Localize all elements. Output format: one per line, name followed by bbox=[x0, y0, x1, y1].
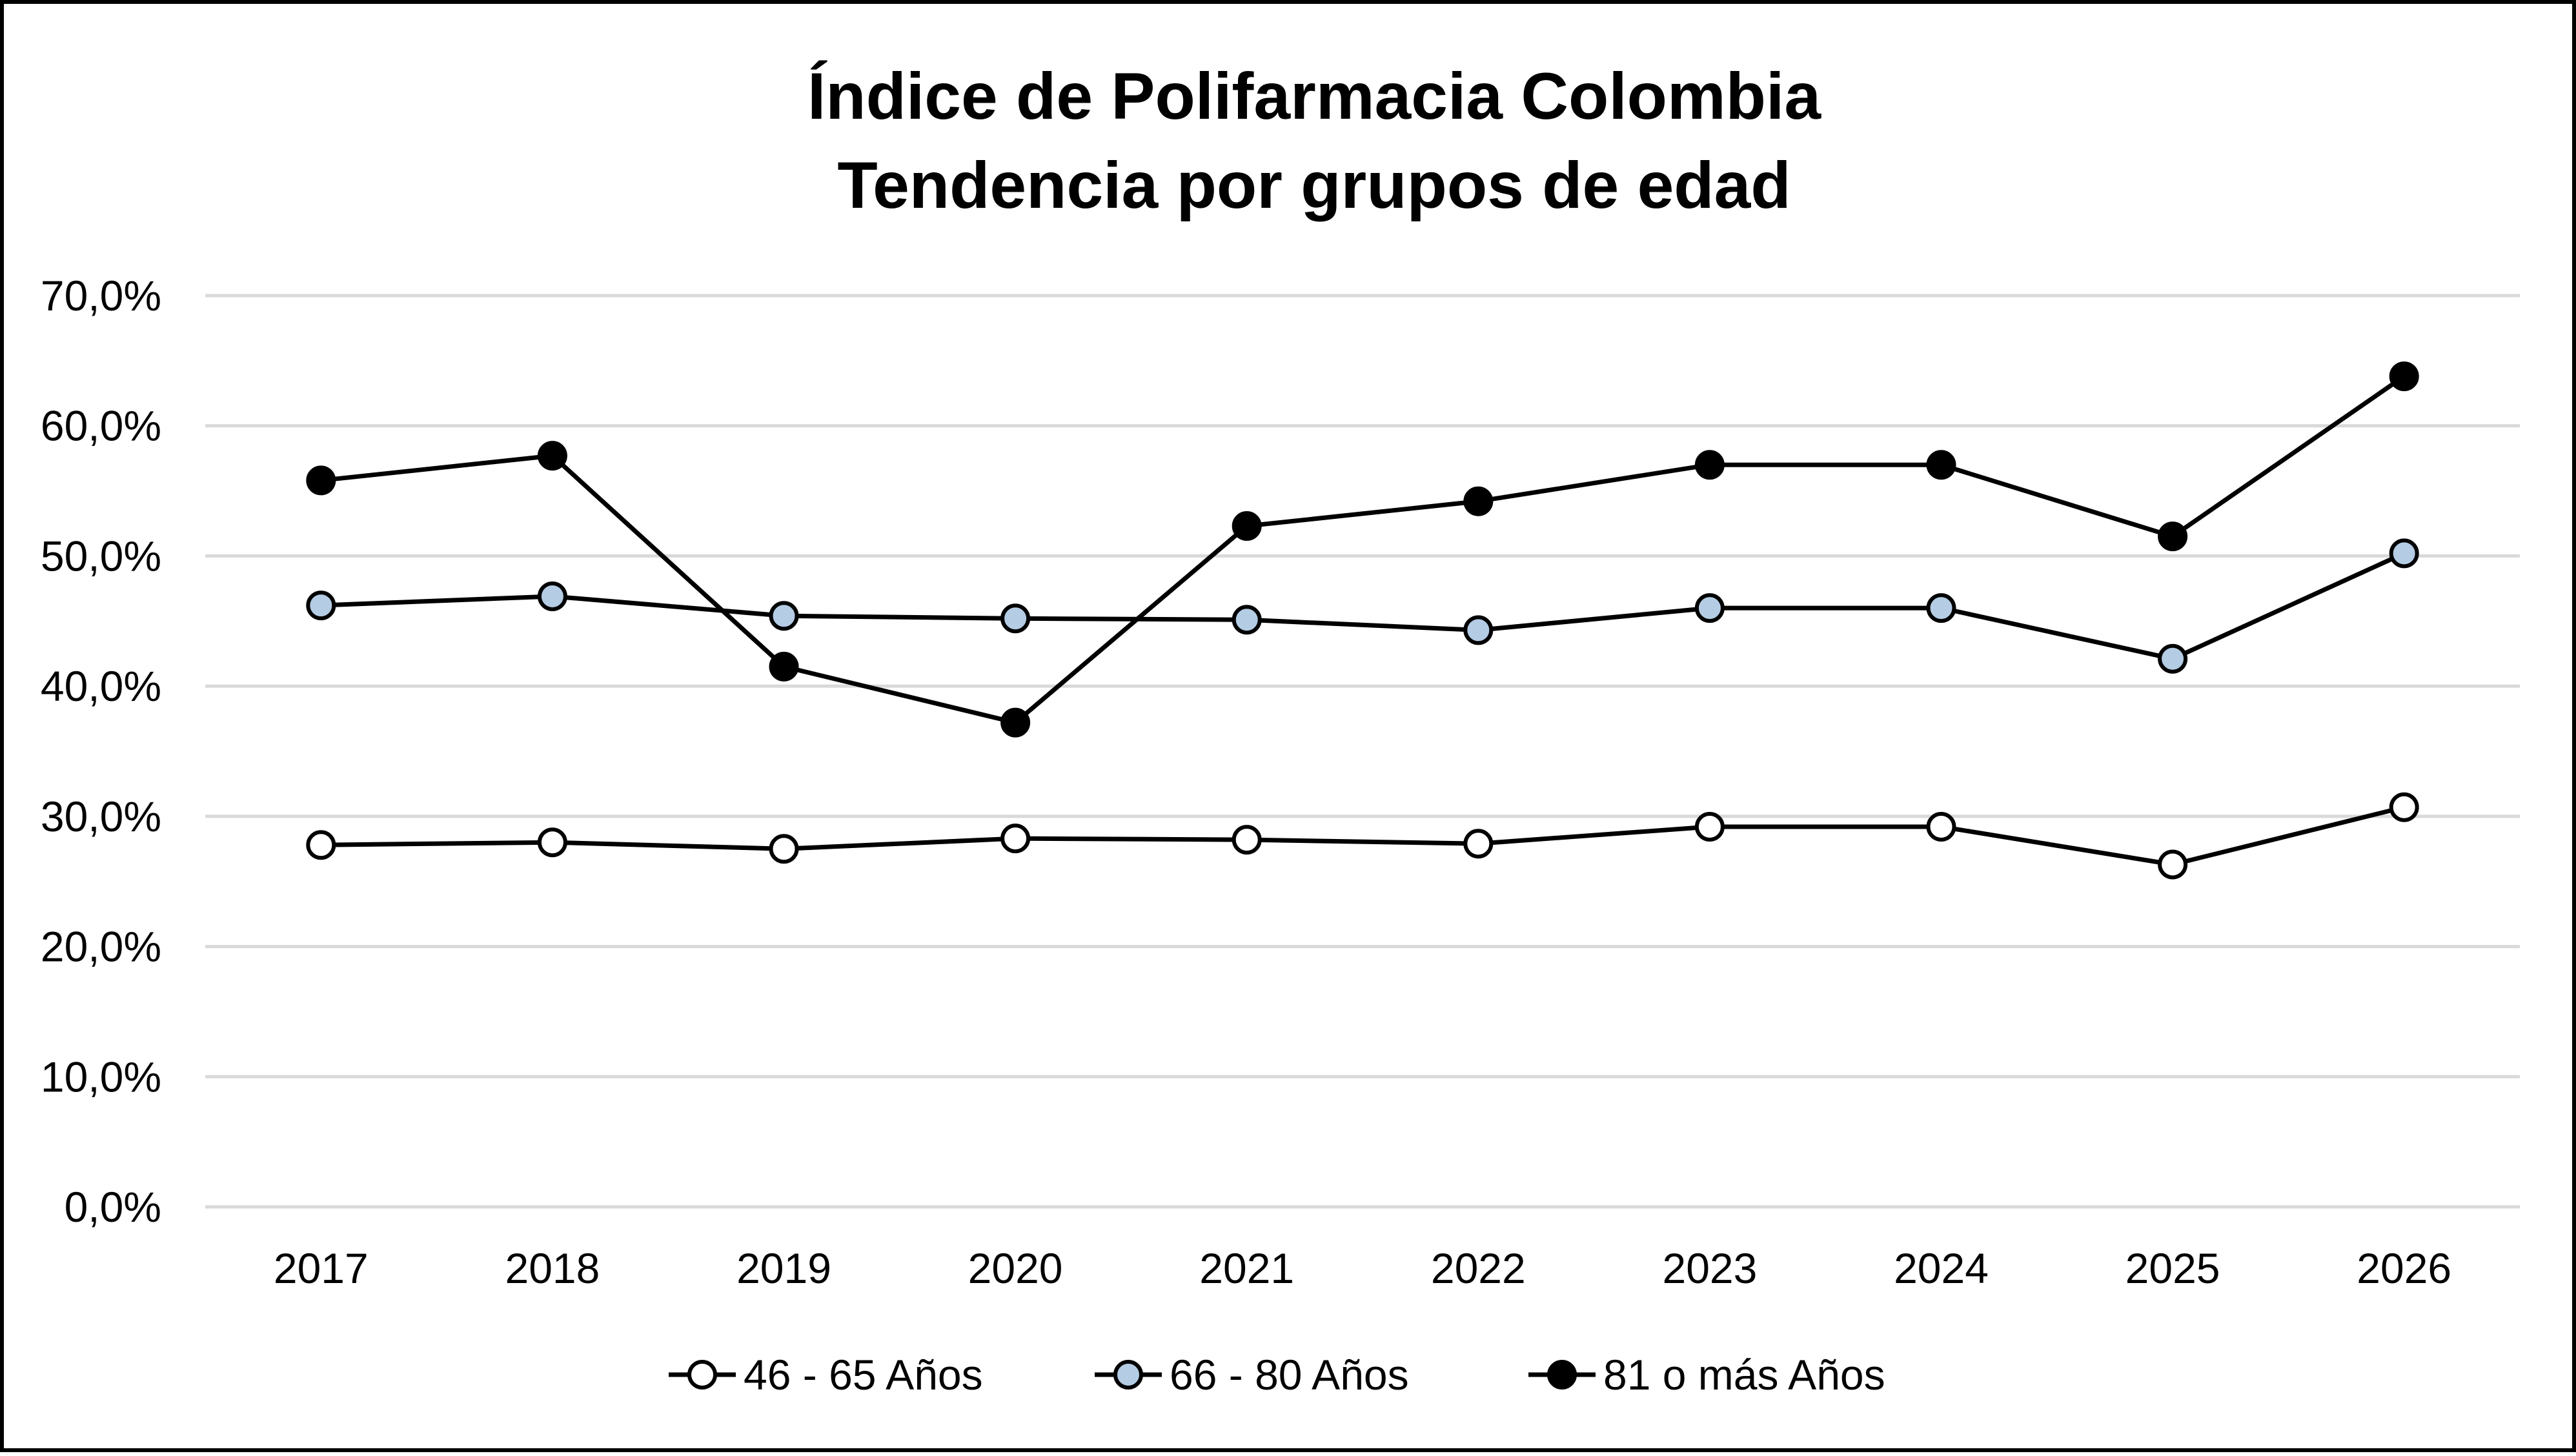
y-tick-label: 60,0% bbox=[41, 402, 161, 450]
y-tick-label: 70,0% bbox=[41, 272, 161, 319]
series-2 bbox=[306, 538, 2419, 674]
series-1 bbox=[306, 792, 2419, 880]
data-point bbox=[1232, 825, 1262, 855]
series-line bbox=[321, 805, 2405, 867]
x-tick-label: 2019 bbox=[736, 1244, 831, 1292]
legend-item: 66 - 80 Años bbox=[1095, 1351, 1409, 1399]
data-point bbox=[1694, 450, 1725, 480]
line-chart: Índice de Polifarmacia Colombia Tendenci… bbox=[41, 59, 2520, 1399]
y-tick-label: 50,0% bbox=[41, 532, 161, 580]
data-point bbox=[2158, 643, 2188, 674]
x-tick-label: 2017 bbox=[274, 1244, 369, 1292]
data-point bbox=[2158, 521, 2188, 552]
data-point bbox=[1694, 811, 1725, 842]
series-line bbox=[320, 374, 2406, 725]
data-point bbox=[537, 441, 567, 471]
x-tick-label: 2025 bbox=[2125, 1244, 2220, 1292]
data-point bbox=[1000, 603, 1031, 634]
data-point bbox=[1000, 707, 1031, 738]
data-point bbox=[306, 830, 336, 860]
x-tick-label: 2024 bbox=[1894, 1244, 1989, 1292]
data-point bbox=[2158, 849, 2188, 880]
x-tick-label: 2018 bbox=[505, 1244, 600, 1292]
y-tick-label: 40,0% bbox=[41, 662, 161, 710]
data-point bbox=[2389, 792, 2419, 822]
x-tick-label: 2022 bbox=[1431, 1244, 1526, 1292]
legend-item: 81 o más Años bbox=[1528, 1351, 1885, 1399]
data-point bbox=[537, 827, 567, 858]
data-point bbox=[306, 465, 336, 496]
legend-marker bbox=[1547, 1360, 1577, 1390]
data-point bbox=[306, 591, 336, 621]
legend-label: 46 - 65 Años bbox=[744, 1351, 983, 1399]
data-series bbox=[306, 361, 2419, 880]
legend-item: 46 - 65 Años bbox=[669, 1351, 983, 1399]
x-tick-label: 2020 bbox=[968, 1244, 1063, 1292]
series-line bbox=[321, 551, 2406, 662]
data-point bbox=[2389, 538, 2419, 569]
y-tick-label: 10,0% bbox=[41, 1053, 161, 1100]
data-point bbox=[537, 581, 567, 611]
data-point bbox=[1232, 605, 1262, 635]
x-tick-label: 2021 bbox=[1199, 1244, 1294, 1292]
data-point bbox=[769, 651, 799, 682]
series-3 bbox=[306, 361, 2419, 738]
y-axis-tick-labels: 0,0% 10,0% 20,0% 30,0% 40,0% 50,0% 60,0% 70,0% bbox=[41, 272, 161, 1231]
data-point bbox=[1926, 450, 1956, 480]
legend-label: 81 o más Años bbox=[1603, 1351, 1885, 1399]
data-point bbox=[1000, 824, 1031, 854]
y-tick-label: 30,0% bbox=[41, 793, 161, 840]
data-point bbox=[1463, 615, 1494, 645]
data-point bbox=[769, 601, 799, 631]
data-point bbox=[1463, 829, 1494, 859]
chart-title-line-1: Índice de Polifarmacia Colombia bbox=[807, 59, 1821, 133]
data-point bbox=[769, 834, 799, 864]
legend-marker bbox=[1113, 1360, 1143, 1390]
legend: 46 - 65 Años 66 - 80 Años 81 o más Años bbox=[669, 1351, 1885, 1399]
data-point bbox=[1926, 593, 1956, 623]
chart-title: Índice de Polifarmacia Colombia Tendenci… bbox=[807, 59, 1821, 222]
data-point bbox=[1694, 593, 1725, 623]
legend-label: 66 - 80 Años bbox=[1170, 1351, 1409, 1399]
x-axis-tick-labels: 2017 2018 2019 2020 2021 2022 2023 2024 2025 2026 bbox=[274, 1244, 2451, 1292]
x-tick-label: 2023 bbox=[1662, 1244, 1757, 1292]
legend-marker bbox=[687, 1360, 717, 1390]
y-tick-label: 20,0% bbox=[41, 923, 161, 971]
gridlines bbox=[205, 294, 2520, 1209]
data-point bbox=[1463, 486, 1494, 516]
data-point bbox=[2389, 361, 2419, 392]
data-point bbox=[1232, 511, 1262, 541]
y-tick-label: 0,0% bbox=[65, 1183, 161, 1231]
x-tick-label: 2026 bbox=[2357, 1244, 2451, 1292]
data-point bbox=[1926, 811, 1956, 842]
chart-title-line-2: Tendencia por grupos de edad bbox=[837, 148, 1790, 222]
